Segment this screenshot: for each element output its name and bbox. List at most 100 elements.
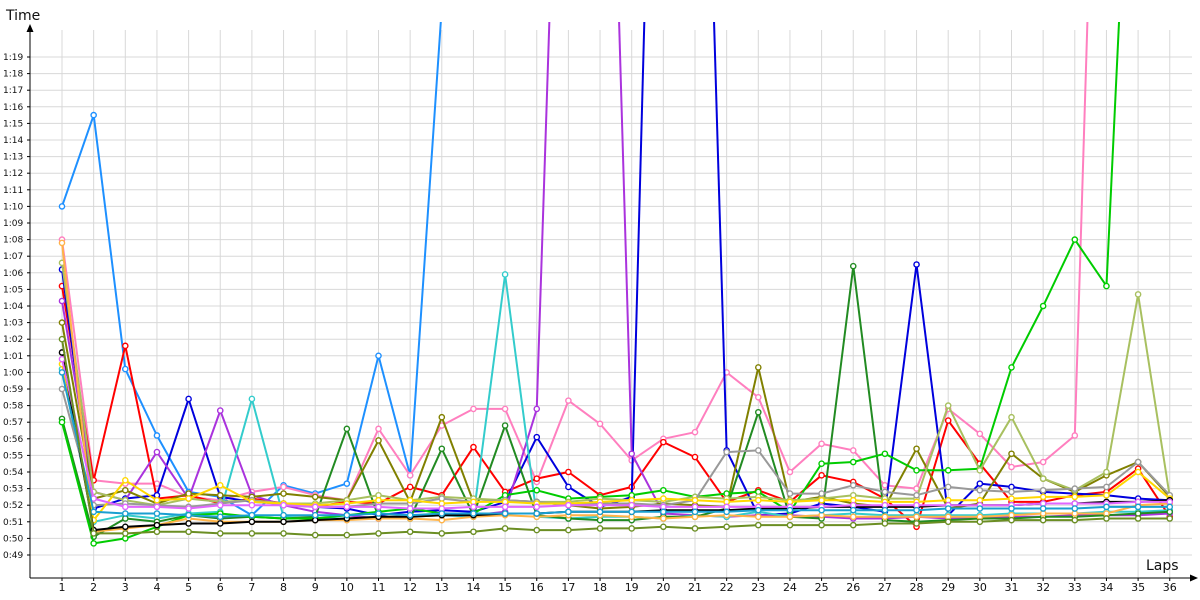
data-point bbox=[755, 364, 762, 371]
x-tick-label: 11 bbox=[372, 581, 386, 594]
x-tick-label: 16 bbox=[530, 581, 544, 594]
data-point bbox=[533, 433, 541, 441]
data-point bbox=[849, 262, 857, 270]
x-tick-label: 31 bbox=[1005, 581, 1019, 594]
y-tick-label: 0:56 bbox=[3, 435, 23, 445]
data-point bbox=[976, 505, 984, 512]
data-point bbox=[1071, 493, 1079, 501]
data-point bbox=[976, 480, 984, 487]
data-point bbox=[1134, 468, 1142, 476]
data-point bbox=[1008, 488, 1015, 496]
x-axis-title: Laps bbox=[1146, 558, 1179, 574]
series-line bbox=[61, 273, 1170, 523]
data-point bbox=[90, 111, 97, 119]
data-point bbox=[1103, 503, 1110, 511]
data-point bbox=[58, 335, 66, 343]
data-point bbox=[248, 518, 256, 526]
data-point bbox=[153, 510, 161, 517]
data-point bbox=[818, 490, 825, 497]
data-point bbox=[406, 496, 414, 504]
y-tick-label: 0:58 bbox=[3, 402, 23, 412]
data-point bbox=[501, 510, 509, 517]
x-tick-label: 7 bbox=[248, 581, 255, 594]
data-point bbox=[311, 511, 319, 519]
series-2 bbox=[58, 22, 1089, 504]
data-point bbox=[818, 472, 825, 479]
data-point bbox=[1103, 282, 1110, 290]
series-spike bbox=[535, 22, 551, 409]
data-point bbox=[343, 425, 351, 433]
data-point bbox=[280, 511, 287, 519]
data-point bbox=[153, 503, 161, 511]
data-point bbox=[280, 490, 287, 497]
data-point bbox=[311, 493, 319, 501]
data-point bbox=[216, 501, 224, 509]
y-tick-label: 1:18 bbox=[3, 70, 23, 80]
series-line bbox=[61, 262, 1171, 507]
data-point bbox=[755, 393, 762, 401]
data-point bbox=[58, 319, 66, 326]
y-tick-label: 0:49 bbox=[3, 551, 23, 561]
data-point bbox=[944, 402, 952, 409]
data-point bbox=[1008, 413, 1015, 421]
y-tick-label: 1:09 bbox=[3, 219, 23, 229]
data-point bbox=[1166, 503, 1174, 511]
data-point bbox=[185, 520, 192, 527]
x-tick-label: 12 bbox=[403, 581, 417, 594]
series-line bbox=[61, 388, 1171, 508]
data-point bbox=[122, 342, 129, 350]
data-point bbox=[691, 525, 699, 532]
series-5 bbox=[58, 22, 1174, 522]
y-tick-label: 0:51 bbox=[3, 518, 23, 528]
data-point bbox=[248, 511, 256, 519]
data-point bbox=[1008, 516, 1015, 524]
x-tick-label: 14 bbox=[466, 581, 480, 594]
data-point bbox=[58, 297, 66, 305]
y-tick-label: 1:06 bbox=[3, 269, 23, 279]
data-point bbox=[280, 501, 287, 509]
data-point bbox=[913, 467, 920, 474]
data-point bbox=[849, 447, 857, 454]
data-point bbox=[122, 476, 129, 484]
data-point bbox=[375, 530, 382, 537]
data-point bbox=[153, 528, 161, 536]
y-tick-label: 1:07 bbox=[3, 252, 23, 262]
series-line bbox=[61, 372, 1170, 518]
data-point bbox=[438, 530, 446, 537]
data-point bbox=[1008, 364, 1015, 371]
data-point bbox=[501, 271, 509, 278]
data-point bbox=[849, 513, 857, 521]
data-point bbox=[501, 405, 509, 413]
data-point bbox=[470, 528, 477, 536]
data-point bbox=[944, 467, 952, 474]
y-tick-label: 1:14 bbox=[3, 136, 23, 146]
data-point bbox=[248, 501, 256, 509]
data-point bbox=[439, 5, 444, 10]
x-tick-label: 13 bbox=[435, 581, 449, 594]
data-point bbox=[1134, 458, 1142, 466]
data-point bbox=[881, 488, 889, 496]
data-point bbox=[596, 420, 604, 428]
data-point bbox=[280, 530, 287, 537]
data-point bbox=[1134, 291, 1142, 298]
data-point bbox=[375, 437, 382, 444]
data-point bbox=[755, 447, 762, 454]
data-point bbox=[818, 506, 825, 514]
data-point bbox=[755, 408, 762, 416]
x-tick-label: 29 bbox=[941, 581, 955, 594]
data-point bbox=[628, 501, 636, 509]
data-point bbox=[1008, 505, 1015, 512]
data-point bbox=[660, 523, 667, 531]
data-point bbox=[185, 511, 192, 519]
x-tick-label: 24 bbox=[783, 581, 797, 594]
data-point bbox=[90, 540, 97, 547]
y-axis-title: Time bbox=[5, 8, 40, 24]
series-spike bbox=[442, 7, 455, 20]
x-tick-label: 28 bbox=[910, 581, 924, 594]
y-tick-label: 1:04 bbox=[3, 302, 23, 312]
data-point bbox=[1039, 458, 1047, 466]
data-point bbox=[849, 481, 857, 489]
data-point bbox=[660, 515, 667, 522]
y-axis-arrow bbox=[26, 24, 34, 32]
